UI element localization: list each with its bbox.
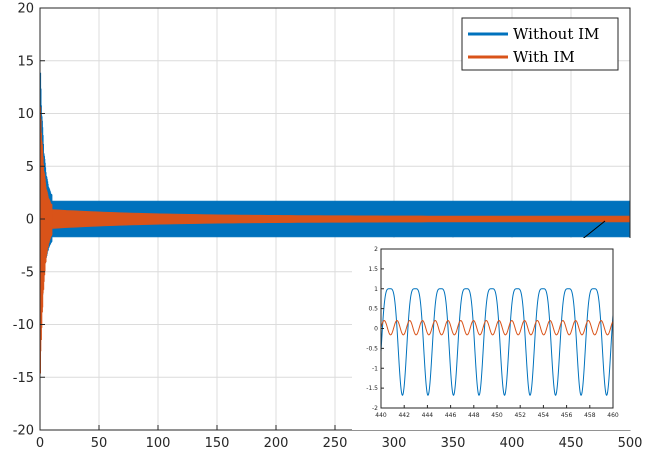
main-y-tick-label-0: 0 [26,213,34,228]
main-x-tick-label-350: 350 [441,436,466,451]
inset-y-tick-label--1.5: -1.5 [366,385,378,392]
main-x-tick-label-200: 200 [264,436,289,451]
main-y-tick-label-5: 5 [26,160,34,175]
main-y-tick-label-10: 10 [17,107,34,122]
main-y-tick-label--10: -10 [13,318,34,333]
inset-series-with-im [380,320,614,336]
inset-x-tick-label-446: 446 [445,412,457,419]
inset-x-tick-label-442: 442 [398,412,410,419]
inset-y-tick-label-1.5: 1.5 [368,266,378,273]
inset-x-tick-label-452: 452 [514,412,526,419]
main-x-tick-label-150: 150 [205,436,230,451]
main-x-tick-label-500: 500 [618,436,643,451]
inset-y-tick-label--0.5: -0.5 [366,345,378,352]
legend-box [461,17,619,71]
inset-x-tick-label-458: 458 [584,412,596,419]
inset-series-without-im [380,288,614,396]
inset-y-tick-label-0: 0 [374,326,378,333]
main-x-tick-label-400: 400 [500,436,525,451]
main-x-tick-label-450: 450 [559,436,584,451]
main-x-tick-label-250: 250 [323,436,348,451]
inset-x-tick-label-444: 444 [422,412,434,419]
main-x-tick-label-0: 0 [36,436,44,451]
main-series-group [39,72,631,374]
main-axis-ticks: 0 50 100 150 200 250 300 350 400 450 500-20-15-10-… [13,2,643,452]
inset-x-tick-label-450: 450 [491,412,503,419]
inset-y-tick-label--1: -1 [372,365,378,372]
inset-y-tick-label-2: 2 [374,246,378,253]
main-y-tick-label-20: 20 [17,2,34,17]
main-transient-1 [39,106,53,374]
inset-x-tick-label-460: 460 [607,412,619,419]
inset-x-tick-label-448: 448 [468,412,480,419]
main-y-tick-label--20: -20 [13,424,34,439]
main-x-tick-label-300: 300 [382,436,407,451]
main-y-tick-label-15: 15 [17,54,34,69]
main-y-tick-label--15: -15 [13,371,34,386]
inset-x-tick-label-454: 454 [538,412,550,419]
inset-series-group [380,288,614,396]
inset-y-tick-label-0.5: 0.5 [368,306,378,313]
legend-label-without-im: Without IM [513,25,599,43]
inset-axis-ticks: 440 442 444 446 448 450 452 454 456 458 460 -2 -1.5 -… [366,246,619,419]
legend-label-with-im: With IM [513,48,575,66]
inset-y-tick-label-1: 1 [374,286,378,293]
inset-y-tick-label--2: -2 [372,405,378,412]
inset-chart: 440 442 444 446 448 450 452 454 456 458 460 -2 -1.5 -… [352,238,632,430]
legend: Without IM With IM [461,17,619,71]
main-x-tick-label-50: 50 [91,436,108,451]
inset-x-tick-label-440: 440 [375,412,387,419]
main-y-tick-label--5: -5 [21,265,34,280]
inset-x-tick-label-456: 456 [561,412,573,419]
main-x-tick-label-100: 100 [146,436,171,451]
